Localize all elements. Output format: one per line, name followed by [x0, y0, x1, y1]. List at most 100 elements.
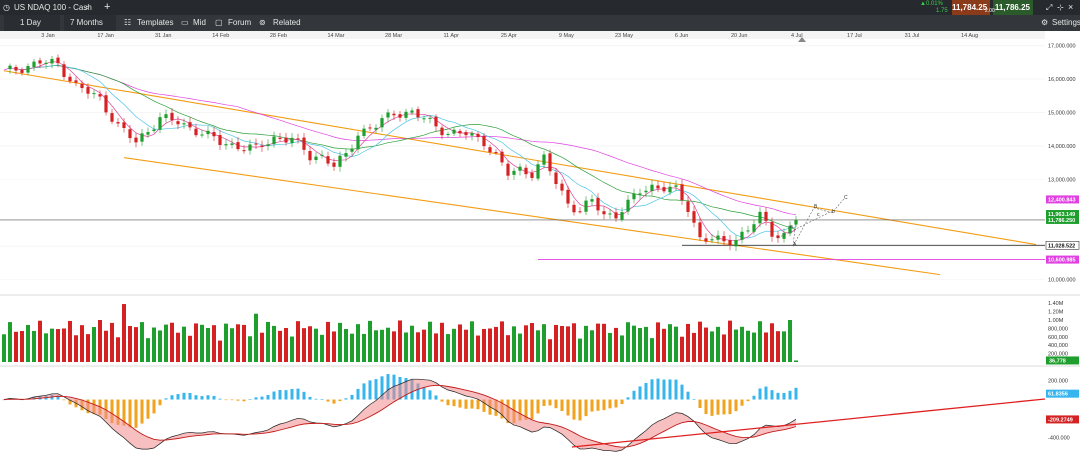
volume-bar: [410, 325, 414, 362]
candle-body: [92, 93, 96, 95]
volume-bar: [170, 322, 174, 362]
volume-bar: [374, 330, 378, 362]
pin-icon[interactable]: ⊹: [1057, 3, 1064, 12]
volume-bar: [2, 334, 6, 362]
macd-histogram-bar: [518, 399, 522, 421]
macd-histogram-bar: [650, 379, 654, 400]
macd-histogram-bar: [524, 399, 528, 420]
macd-histogram-bar: [284, 390, 288, 400]
volume-bar: [200, 324, 204, 362]
volume-bar: [632, 325, 636, 362]
macd-histogram-bar: [596, 399, 600, 411]
volume-bar: [248, 336, 252, 362]
forum-icon[interactable]: ▢: [215, 18, 223, 27]
candle-body: [758, 211, 762, 224]
date-tick-label: 31 Jan: [155, 33, 172, 39]
candle-body: [68, 76, 72, 82]
spread-value: 2.00: [985, 8, 995, 14]
macd-histogram-bar: [344, 398, 348, 400]
ask-price[interactable]: 11,786.25: [993, 0, 1033, 15]
wave-label: a: [790, 224, 793, 230]
volume-bar: [494, 326, 498, 362]
candle-body: [710, 239, 714, 241]
volume-bar: [38, 320, 42, 362]
settings-button[interactable]: Settings: [1052, 18, 1080, 27]
volume-bar: [590, 330, 594, 362]
macd-histogram-bar: [308, 396, 312, 400]
templates-button[interactable]: Templates: [137, 18, 174, 27]
wave-label: b: [832, 209, 835, 215]
volume-bar: [710, 331, 714, 362]
range-select[interactable]: 7 Months: [64, 15, 116, 31]
bid-price[interactable]: 11,784.25: [952, 0, 990, 15]
volume-bar: [608, 332, 612, 362]
settings-icon[interactable]: ⚙: [1041, 18, 1049, 27]
change-abs: 1.75: [936, 8, 948, 14]
volume-bar: [134, 327, 138, 362]
macd-histogram-bar: [530, 399, 534, 420]
volume-bar: [308, 326, 312, 362]
candle-body: [242, 150, 246, 152]
volume-bar: [128, 325, 132, 362]
date-tick-label: 17 Jan: [97, 33, 114, 39]
macd-histogram-bar: [146, 399, 150, 419]
candle-body: [434, 116, 438, 127]
volume-bar: [350, 333, 354, 362]
date-tick-label: 6 Jun: [675, 33, 688, 39]
macd-histogram-bar: [548, 399, 552, 406]
volume-bar: [482, 328, 486, 362]
price-tick-label: 15,000.000: [1048, 111, 1076, 117]
price-type-button[interactable]: Mid: [193, 18, 206, 27]
candle-body: [398, 114, 402, 118]
price-type-icon[interactable]: ▭: [181, 18, 189, 27]
candle-body: [752, 224, 756, 232]
volume-bar: [542, 324, 546, 362]
macd-histogram-bar: [2, 399, 6, 401]
volume-bar: [464, 329, 468, 362]
volume-bar: [470, 321, 474, 362]
candle-body: [344, 153, 348, 157]
instrument-clock-icon: ◷: [3, 3, 10, 12]
macd-histogram-bar: [362, 383, 366, 400]
volume-bar: [344, 329, 348, 362]
candle-body: [404, 111, 408, 118]
expand-icon[interactable]: ⤢: [1046, 3, 1053, 12]
instrument-name[interactable]: US NDAQ 100 - Cash: [14, 3, 92, 12]
volume-bar: [236, 324, 240, 362]
related-button[interactable]: Related: [273, 18, 301, 27]
macd-histogram-bar: [248, 399, 252, 400]
macd-histogram-bar: [386, 374, 390, 400]
macd-histogram-bar: [182, 392, 186, 400]
macd-histogram-bar: [266, 395, 270, 400]
price-chart[interactable]: 3 Jan 17 Jan 31 Jan 14 Feb 28 Feb 14 Mar 28 Ma…: [0, 31, 1080, 453]
volume-bar: [752, 332, 756, 362]
search-icon[interactable]: ⌕: [85, 3, 90, 12]
close-icon[interactable]: ×: [1068, 2, 1074, 12]
add-tab-icon[interactable]: +: [104, 1, 111, 13]
macd-histogram-bar: [638, 386, 642, 400]
interval-select[interactable]: 1 Day: [4, 15, 60, 31]
volume-bar: [44, 333, 48, 362]
candle-body: [26, 66, 30, 73]
candle-body: [656, 185, 660, 189]
volume-tick-label: 1.40M: [1048, 301, 1064, 307]
macd-histogram-bar: [632, 390, 636, 400]
forum-button[interactable]: Forum: [228, 18, 252, 27]
volume-last-tag: [1046, 356, 1079, 365]
candle-body: [50, 58, 54, 64]
candle-body: [380, 118, 384, 128]
related-icon[interactable]: ⊚: [259, 18, 266, 27]
volume-bar: [692, 332, 696, 362]
volume-bar: [662, 328, 666, 362]
volume-bar: [50, 328, 54, 362]
macd-histogram-bar: [602, 399, 606, 411]
volume-bar: [722, 334, 726, 362]
candle-body: [104, 95, 108, 113]
volume-bar: [182, 326, 186, 362]
templates-icon[interactable]: ☷: [124, 18, 132, 27]
volume-bar: [386, 327, 390, 362]
candle-body: [254, 143, 258, 145]
macd-histogram-bar: [794, 387, 798, 400]
volume-bar: [536, 330, 540, 362]
volume-bar: [572, 323, 576, 362]
